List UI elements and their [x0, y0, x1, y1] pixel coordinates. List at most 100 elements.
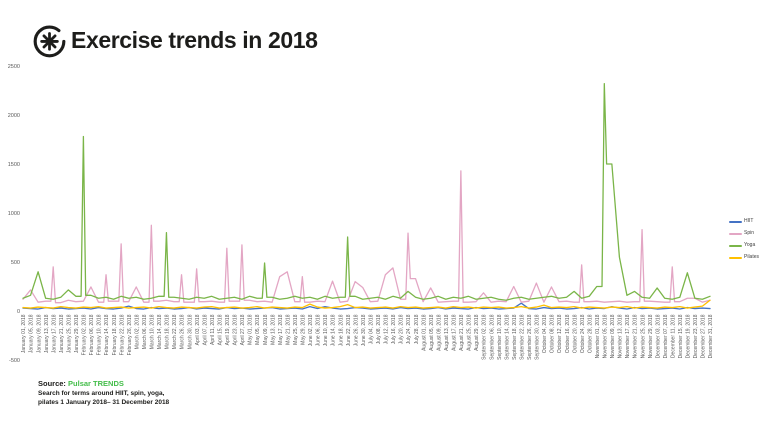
x-axis-tick-label: May 01, 2018	[248, 314, 254, 345]
x-axis-tick-label: February 18, 2018	[112, 314, 118, 355]
x-axis-tick-label: February 10, 2018	[97, 314, 103, 355]
series-line-hiit	[22, 302, 711, 310]
x-axis-tick-label: November 13, 2018	[618, 314, 624, 358]
x-axis-tick-label: September 26, 2018	[527, 314, 533, 360]
x-axis-tick-label: July 16, 2018	[391, 314, 397, 344]
x-axis-tick-label: October 24, 2018	[580, 314, 586, 353]
x-axis-tick-label: January 09, 2018	[36, 314, 42, 353]
legend-swatch-yoga	[729, 244, 742, 247]
source-description-line2: pilates 1 January 2018– 31 December 2018	[38, 398, 170, 406]
source-description-line1: Search for terms around HIIT, spin, yoga…	[38, 390, 165, 397]
chart-legend: HIIT Spin Yoga Pilates	[729, 218, 759, 261]
legend-label-pilates: Pilates	[744, 254, 760, 260]
x-axis-tick-label: June 18, 2018	[338, 314, 344, 346]
x-axis-tick-label: January 25, 2018	[66, 314, 72, 353]
x-axis-tick-label: November 09, 2018	[610, 314, 616, 358]
x-axis-tick-label: August 05, 2018	[429, 314, 435, 351]
x-axis-tick-label: December 07, 2018	[663, 314, 669, 358]
x-axis-tick-label: December 19, 2018	[686, 314, 692, 358]
x-axis-tick-label: August 21, 2018	[459, 314, 465, 351]
x-axis-tick-label: December 03, 2018	[655, 314, 661, 358]
x-axis-tick-label: August 29, 2018	[474, 314, 480, 351]
y-axis-tick-label: 1000	[8, 211, 20, 217]
x-axis-tick-label: January 29, 2018	[74, 314, 80, 353]
x-axis-tick-label: July 20, 2018	[399, 314, 405, 344]
x-axis-tick-label: May 13, 2018	[270, 314, 276, 345]
x-axis-tick-label: August 13, 2018	[444, 314, 450, 351]
legend-label-hiit: HIIT	[744, 218, 754, 224]
y-axis-tick-label: 0	[17, 309, 20, 315]
x-axis-tick-label: March 26, 2018	[180, 314, 186, 349]
series-line-pilates	[22, 299, 711, 309]
x-axis-tick-label: June 10, 2018	[323, 314, 329, 346]
x-axis-tick-label: November 17, 2018	[625, 314, 631, 358]
x-axis-tick-label: April 27, 2018	[240, 314, 246, 345]
x-axis-tick-label: September 30, 2018	[535, 314, 541, 360]
x-axis-tick-label: November 21, 2018	[633, 314, 639, 358]
x-axis-tick-label: February 22, 2018	[119, 314, 125, 355]
x-axis-tick-label: September 14, 2018	[504, 314, 510, 360]
x-axis-tick-label: January 21, 2018	[59, 314, 65, 353]
x-axis-tick-label: March 22, 2018	[172, 314, 178, 349]
x-axis-tick-label: July 24, 2018	[406, 314, 412, 344]
x-axis-tick-label: May 17, 2018	[278, 314, 284, 345]
x-axis-tick-label: December 15, 2018	[678, 314, 684, 358]
x-axis-tick-label: October 20, 2018	[572, 314, 578, 353]
x-axis-tick-label: March 10, 2018	[150, 314, 156, 349]
x-axis-tick-label: October 04, 2018	[542, 314, 548, 353]
x-axis-tick-label: March 14, 2018	[157, 314, 163, 349]
x-axis-tick-label: November 05, 2018	[603, 314, 609, 358]
x-axis-tick-label: September 06, 2018	[489, 314, 495, 360]
x-axis-tick-label: June 06, 2018	[316, 314, 322, 346]
source-description: Search for terms around HIIT, spin, yoga…	[38, 390, 169, 407]
x-axis-tick-label: September 10, 2018	[497, 314, 503, 360]
x-axis-tick-label: June 14, 2018	[331, 314, 337, 346]
x-axis-tick-label: December 23, 2018	[693, 314, 699, 358]
x-axis-tick-label: January 13, 2018	[44, 314, 50, 353]
x-axis-tick-label: August 01, 2018	[421, 314, 427, 351]
x-axis-tick-label: January 17, 2018	[51, 314, 57, 353]
x-axis-tick-label: April 03, 2018	[195, 314, 201, 345]
header: Exercise trends in 2018	[31, 22, 318, 59]
source-name: Pulsar TRENDS	[68, 379, 124, 388]
y-axis-tick-label: 2000	[8, 113, 20, 119]
x-axis-tick-label: December 27, 2018	[701, 314, 707, 358]
x-axis-tick-label: March 30, 2018	[187, 314, 193, 349]
source-label: Source:	[38, 379, 66, 388]
x-axis-tick-label: April 15, 2018	[217, 314, 223, 345]
x-axis-tick-label: July 04, 2018	[368, 314, 374, 344]
page-title: Exercise trends in 2018	[71, 27, 318, 53]
x-axis-tick-label: June 02, 2018	[308, 314, 314, 346]
x-axis-tick-label: August 25, 2018	[467, 314, 473, 351]
legend-swatch-hiit	[729, 220, 742, 223]
x-axis-tick-label: April 23, 2018	[233, 314, 239, 345]
source-note: Source: Pulsar TRENDS Search for terms a…	[38, 379, 169, 407]
legend-item-hiit: HIIT	[729, 218, 759, 225]
x-axis-tick-label: October 28, 2018	[587, 314, 593, 353]
x-axis-tick-label: November 29, 2018	[648, 314, 654, 358]
x-axis-tick-label: March 06, 2018	[142, 314, 148, 349]
x-axis-tick-label: December 31, 2018	[708, 314, 714, 358]
y-axis-tick-label: 2500	[8, 64, 20, 70]
x-axis-tick-label: April 11, 2018	[210, 314, 216, 345]
y-axis-tick-label: -500	[9, 358, 20, 364]
y-axis-tick-label: 500	[11, 260, 20, 266]
series-line-yoga	[22, 82, 711, 301]
x-axis-tick-label: September 02, 2018	[482, 314, 488, 360]
legend-label-yoga: Yoga	[744, 242, 756, 248]
x-axis-tick-label: November 01, 2018	[595, 314, 601, 358]
source-line: Source: Pulsar TRENDS	[38, 379, 169, 388]
x-axis-tick-label: October 16, 2018	[565, 314, 571, 353]
x-axis-tick-label: May 21, 2018	[285, 314, 291, 345]
x-axis-tick-label: July 12, 2018	[384, 314, 390, 344]
x-axis-tick-label: June 30, 2018	[361, 314, 367, 346]
x-axis-tick-label: September 22, 2018	[519, 314, 525, 360]
legend-item-spin: Spin	[729, 230, 759, 237]
x-axis-tick-label: October 12, 2018	[557, 314, 563, 353]
x-axis-tick-label: January 01, 2018	[21, 314, 27, 353]
x-axis-tick-label: May 29, 2018	[301, 314, 307, 345]
legend-swatch-pilates	[729, 256, 742, 259]
x-axis-tick-label: March 18, 2018	[165, 314, 171, 349]
